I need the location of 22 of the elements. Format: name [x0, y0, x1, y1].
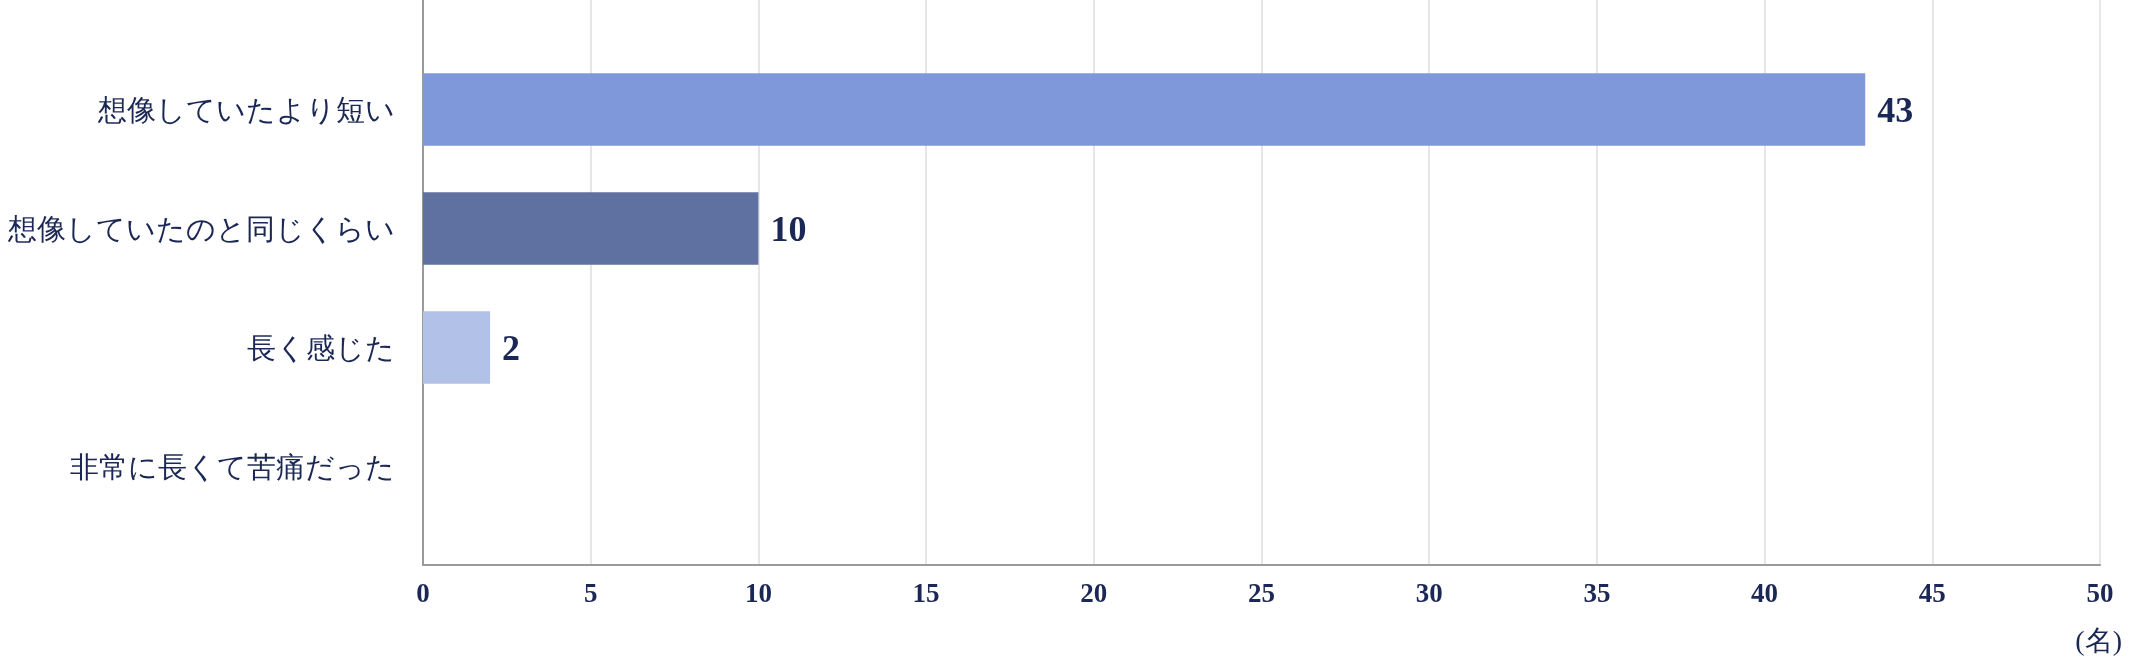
x-tick-label: 10: [744, 577, 772, 608]
bar: [423, 192, 759, 265]
x-tick-label: 35: [1583, 577, 1611, 608]
x-axis-title: (名): [2075, 624, 2123, 656]
data-label: 10: [770, 208, 807, 249]
y-tick-label: 長く感じた: [247, 331, 395, 364]
x-tick-label: 40: [1751, 577, 1779, 608]
y-tick-label: 非常に長くて苦痛だった: [70, 450, 395, 483]
x-tick-label: 15: [912, 577, 940, 608]
data-label: 2: [502, 327, 521, 368]
bar: [423, 73, 1866, 146]
x-tick-label: 5: [583, 577, 598, 608]
x-tick-label: 20: [1080, 577, 1108, 608]
bar: [423, 311, 491, 384]
y-tick-label: 想像していたより短い: [97, 93, 395, 126]
x-tick-label: 30: [1415, 577, 1443, 608]
x-tick-label: 25: [1248, 577, 1275, 608]
data-label: 43: [1877, 89, 1914, 130]
y-tick-label: 想像していたのと同じくらい: [7, 212, 395, 245]
x-tick-label: 0: [416, 577, 430, 608]
x-tick-label: 45: [1918, 577, 1946, 608]
x-tick-label: 50: [2086, 577, 2114, 608]
